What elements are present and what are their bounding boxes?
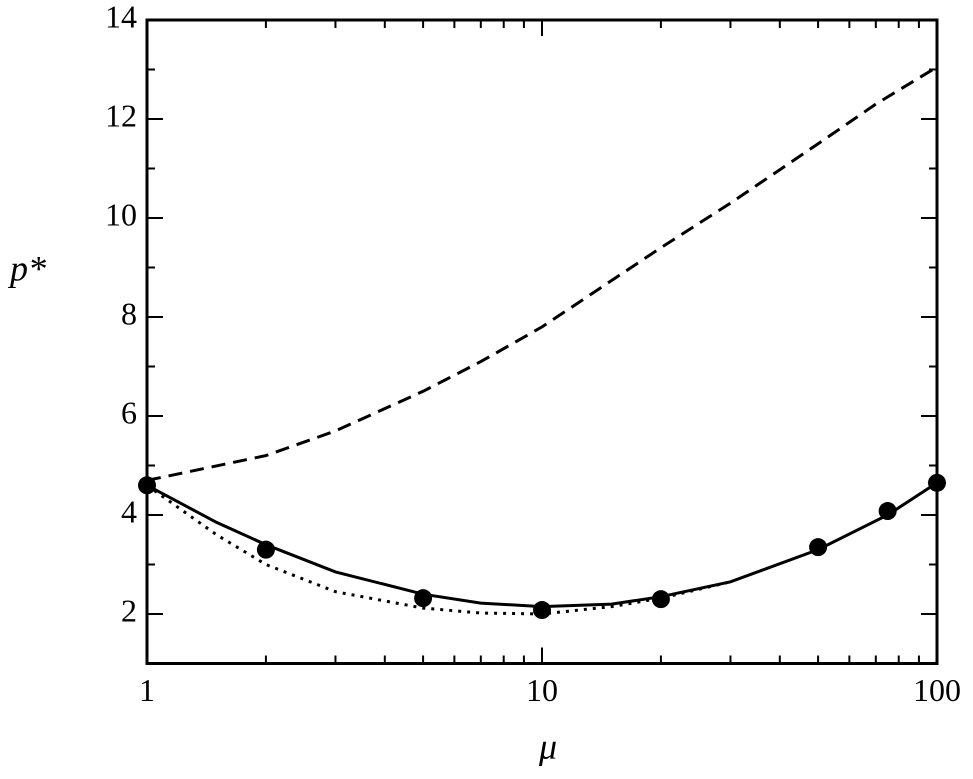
x-tick-label: 100 [913,672,961,708]
x-tick-label: 1 [139,672,155,708]
y-tick-label: 14 [105,0,137,34]
y-axis-label: p* [7,248,46,288]
data-point [533,601,551,620]
y-tick-label: 4 [121,493,137,529]
y-tick-label: 10 [105,196,137,232]
data-point [928,473,946,492]
plot-frame [145,18,939,665]
y-tick-label: 8 [121,295,137,331]
line-dotted [146,484,731,616]
x-tick-label: 10 [526,672,558,708]
data-point [878,502,897,521]
data-point [256,540,275,559]
data-point [138,476,156,495]
data-point [651,590,670,609]
y-tick-label: 12 [105,97,137,133]
data-point [414,589,433,608]
x-axis-label: μ [538,726,557,766]
y-tick-label: 6 [121,394,137,430]
y-tick-label: 2 [121,592,137,628]
data-point [809,538,828,557]
line-dashed [146,65,938,482]
